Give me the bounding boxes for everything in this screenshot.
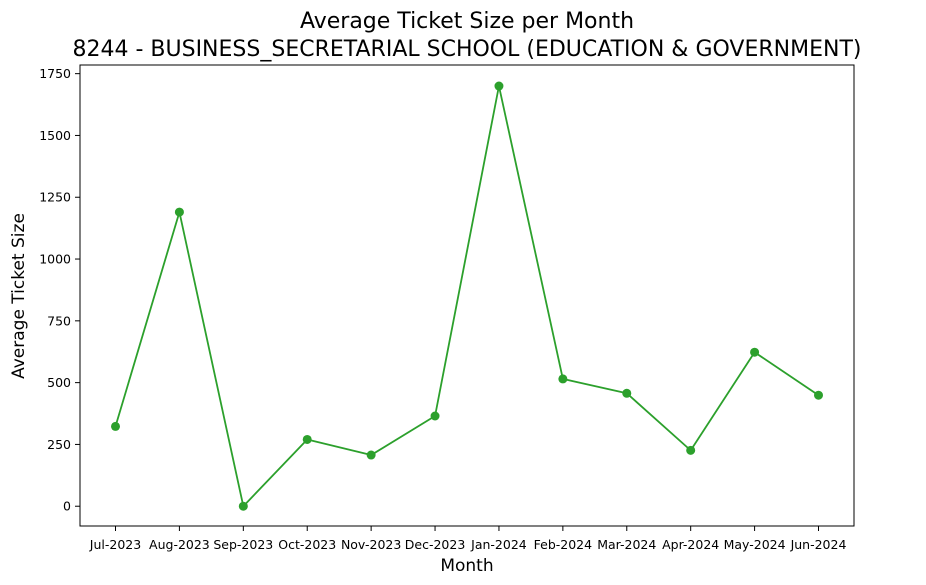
data-point: [366, 450, 376, 460]
x-tick-label: Nov-2023: [341, 537, 401, 552]
data-point: [302, 434, 312, 444]
x-tick-label: Oct-2023: [278, 537, 336, 552]
data-point: [814, 390, 823, 400]
chart-title: Average Ticket Size per Month: [300, 9, 634, 34]
y-tick-label: 1000: [39, 252, 71, 267]
data-point: [111, 421, 120, 431]
data-point: [686, 445, 696, 455]
data-point: [494, 81, 504, 91]
data-point: [174, 207, 184, 217]
data-point: [750, 347, 760, 357]
x-tick-label: Sep-2023: [213, 537, 273, 552]
y-tick-label: 0: [63, 499, 71, 514]
y-tick-label: 250: [47, 437, 71, 452]
data-point: [430, 411, 440, 421]
x-tick-label: Aug-2023: [149, 537, 210, 552]
data-point: [238, 501, 248, 511]
data-point: [622, 388, 632, 398]
y-tick-label: 1750: [39, 66, 71, 81]
y-axis-label: Average Ticket Size: [9, 213, 29, 379]
x-axis-ticks: Jul-2023 Aug-2023 Sep-2023 Oct-2023 Nov-2023…: [89, 526, 847, 552]
x-tick-label: Jan-2024: [470, 537, 527, 552]
y-tick-label: 500: [47, 375, 71, 390]
x-tick-label: Apr-2024: [662, 537, 719, 552]
y-tick-label: 750: [47, 313, 71, 328]
x-tick-label: Dec-2023: [405, 537, 466, 552]
chart-subtitle: 8244 - BUSINESS_SECRETARIAL SCHOOL (EDUC…: [73, 37, 862, 62]
x-tick-label: Jun-2024: [790, 537, 847, 552]
x-tick-label: Jul-2023: [89, 537, 141, 552]
series-line: [114, 85, 820, 508]
plot-area: [80, 65, 854, 526]
x-tick-label: Feb-2024: [534, 537, 593, 552]
plot-frame: [79, 64, 855, 527]
y-tick-label: 1500: [39, 128, 71, 143]
series-layer: [111, 81, 823, 511]
x-tick-label: Mar-2024: [597, 537, 656, 552]
y-axis-ticks: 0 250 500 750 1000 1250 1500 1750: [39, 66, 80, 514]
y-tick-label: 1250: [39, 190, 71, 205]
x-tick-label: May-2024: [724, 537, 786, 552]
data-point: [558, 374, 568, 384]
x-axis-label: Month: [440, 556, 493, 576]
